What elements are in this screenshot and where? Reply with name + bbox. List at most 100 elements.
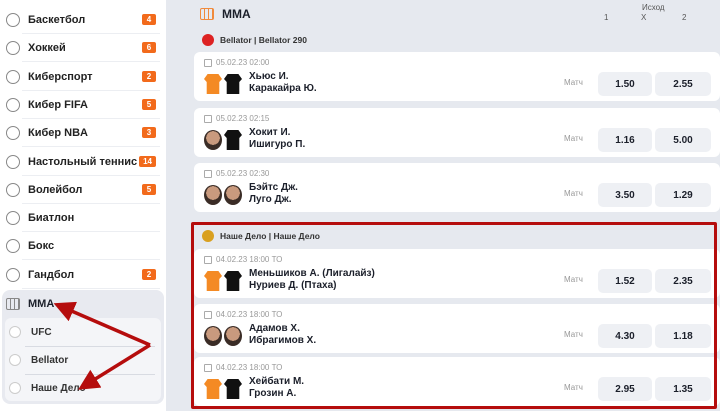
sidebar-group-mma: MMA UFC Bellator Наше Дело — [2, 290, 164, 404]
count-badge: 2 — [142, 70, 156, 82]
odd-button-2[interactable]: 1.18 — [655, 324, 711, 348]
odd-button-1[interactable]: 1.16 — [598, 128, 652, 152]
sidebar-item-label: Баскетбол — [28, 14, 86, 26]
count-badge: 14 — [139, 155, 156, 167]
market-type: Матч — [564, 134, 583, 143]
event-time: 04.02.23 18:00 ТО — [216, 310, 283, 319]
fighter-1: Хьюс И. — [249, 71, 289, 82]
sidebar-item[interactable]: Кибер NBA 3 — [0, 119, 166, 148]
odd-button-1[interactable]: 4.30 — [598, 324, 652, 348]
calendar-icon — [204, 58, 212, 67]
count-badge: 3 — [142, 127, 156, 139]
calendar-icon — [204, 169, 212, 178]
fighter-avatar — [224, 326, 242, 346]
odd-button-2[interactable]: 2.55 — [655, 72, 711, 96]
handball-icon — [6, 267, 20, 282]
sidebar-item-label: Кибер FIFA — [28, 98, 88, 111]
odd-button-2[interactable]: 1.35 — [655, 377, 711, 401]
count-badge: 5 — [142, 98, 156, 110]
fighter-avatar — [204, 185, 222, 205]
calendar-icon — [204, 310, 212, 319]
sidebar-item[interactable]: Настольный теннис 14 — [0, 148, 166, 176]
odd-button-1[interactable]: 1.52 — [598, 269, 652, 293]
shirt-icon — [204, 271, 222, 291]
fighter-avatar — [204, 130, 222, 150]
sidebar-item[interactable]: Кибер FIFA 5 — [0, 91, 166, 119]
hockey-icon — [6, 41, 20, 56]
event-row[interactable]: 05.02.23 02:30 Бэйтс Дж. Луго Дж. Матч 3.… — [194, 163, 720, 212]
fighter-2: Ибрагимов Х. — [249, 335, 317, 346]
mma-icon — [6, 298, 20, 310]
page-title: MMA — [222, 7, 251, 21]
sidebar-item[interactable]: Биатлон — [0, 204, 166, 233]
league-logo-icon — [202, 34, 214, 46]
fighter-2: Грозин А. — [249, 388, 297, 399]
event-time: 04.02.23 18:00 ТО — [216, 363, 283, 372]
market-type: Матч — [564, 330, 583, 339]
market-type: Матч — [564, 78, 583, 87]
sidebar-item[interactable]: Хоккей 6 — [0, 34, 166, 63]
event-row[interactable]: 05.02.23 02:15 Хокит И. Ишигуро П. Матч 1… — [194, 108, 720, 157]
boxing-icon — [6, 239, 20, 254]
sidebar-item-label: Бокс — [28, 240, 55, 253]
col-x-header: X — [641, 13, 647, 22]
fighter-1: Хокит И. — [249, 127, 291, 138]
league-header[interactable]: Bellator | Bellator 290 — [194, 29, 720, 51]
fighter-avatar — [224, 185, 242, 205]
event-row[interactable]: 04.02.23 18:00 ТО Меньшиков А. (Лигалайз… — [194, 249, 720, 298]
odd-button-1[interactable]: 3.50 — [598, 183, 652, 207]
event-time: 04.02.23 18:00 ТО — [216, 255, 283, 264]
page-header: MMA — [186, 0, 720, 28]
sidebar-item-label: Гандбол — [28, 268, 75, 281]
fighter-1: Бэйтс Дж. — [249, 182, 298, 193]
cyber-nba-icon — [6, 126, 20, 141]
league-header[interactable]: Наше Дело | Наше Дело — [194, 225, 720, 247]
radio-icon[interactable] — [9, 354, 21, 366]
sidebar-item-label: Хоккей — [28, 42, 66, 55]
col-1-header: 1 — [604, 13, 609, 22]
sidebar-item[interactable]: Бокс — [0, 232, 166, 261]
sidebar-subitem[interactable]: Наше Дело — [5, 374, 161, 402]
shirt-icon — [204, 379, 222, 399]
odd-button-1[interactable]: 1.50 — [598, 72, 652, 96]
shirt-icon — [204, 74, 222, 94]
market-type: Матч — [564, 383, 583, 392]
market-type: Матч — [564, 275, 583, 284]
shirt-icon — [224, 271, 242, 291]
count-badge: 6 — [142, 42, 156, 54]
sidebar-item[interactable]: Баскетбол 4 — [0, 6, 166, 34]
odd-button-2[interactable]: 5.00 — [655, 128, 711, 152]
odd-button-2[interactable]: 1.29 — [655, 183, 711, 207]
main-content: MMA Исход 1 X 2 Bellator | Bellator 290 0… — [186, 0, 720, 411]
sidebar-item[interactable]: Киберспорт 2 — [0, 63, 166, 91]
count-badge: 5 — [142, 183, 156, 195]
event-row[interactable]: 04.02.23 18:00 ТО Хейбати М. Грозин А. Ма… — [194, 357, 720, 406]
shirt-icon — [224, 379, 242, 399]
sidebar-subitem[interactable]: Bellator — [5, 346, 161, 374]
event-time: 05.02.23 02:00 — [216, 58, 270, 67]
sidebar-subitem[interactable]: UFC — [5, 318, 161, 346]
calendar-icon — [204, 255, 212, 264]
sidebar-item-label: Настольный теннис — [28, 155, 138, 168]
radio-icon[interactable] — [9, 326, 21, 338]
sidebar-item[interactable]: Волейбол 5 — [0, 176, 166, 204]
sidebar-item-label: Кибер NBA — [28, 127, 88, 140]
event-row[interactable]: 05.02.23 02:00 Хьюс И. Каракайра Ю. Матч … — [194, 52, 720, 101]
fighter-2: Нуриев Д. (Птаха) — [249, 280, 337, 291]
fighter-2: Ишигуро П. — [249, 139, 306, 150]
outcome-header: Исход — [642, 3, 665, 12]
fighter-1: Хейбати М. — [249, 376, 305, 387]
sidebar-item-label: Биатлон — [28, 212, 75, 225]
radio-icon[interactable] — [9, 382, 21, 394]
sidebar-item-mma[interactable]: MMA — [2, 290, 164, 318]
shirt-icon — [224, 130, 242, 150]
count-badge: 2 — [142, 268, 156, 280]
calendar-icon — [204, 114, 212, 123]
event-row[interactable]: 04.02.23 18:00 ТО Адамов Х. Ибрагимов Х. … — [194, 304, 720, 353]
odd-button-1[interactable]: 2.95 — [598, 377, 652, 401]
odd-button-2[interactable]: 2.35 — [655, 269, 711, 293]
fighter-1: Меньшиков А. (Лигалайз) — [249, 268, 375, 279]
sidebar-item[interactable]: Гандбол 2 — [0, 261, 166, 289]
mma-icon — [200, 8, 214, 20]
fighter-2: Луго Дж. — [249, 194, 292, 205]
